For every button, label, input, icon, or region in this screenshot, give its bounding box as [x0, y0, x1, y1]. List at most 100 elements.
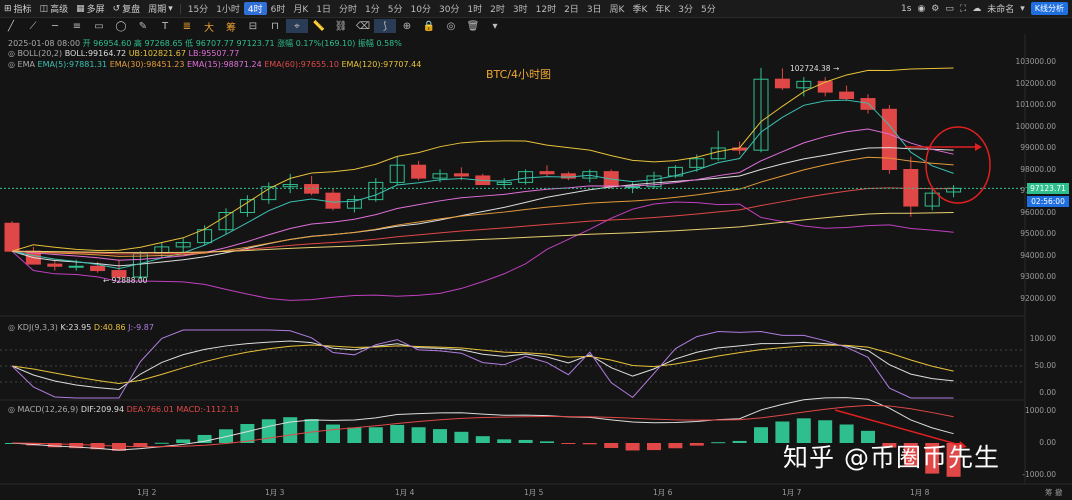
interval-9[interactable]: 10分 — [410, 5, 431, 15]
cursor-icon[interactable]: ⌖ — [286, 19, 308, 33]
settings-icon[interactable]: ⚙ — [931, 3, 940, 14]
interval-11[interactable]: 1时 — [467, 5, 483, 15]
boll-lower-band — [11, 201, 954, 301]
interval-6[interactable]: 分时 — [339, 5, 358, 15]
interval-8[interactable]: 5分 — [387, 5, 403, 15]
kdj-j-line — [11, 329, 954, 399]
eye-icon[interactable]: ◎ — [8, 323, 15, 332]
macd-histogram-bar — [775, 421, 790, 443]
fib-tool-icon[interactable]: ≣ — [182, 20, 192, 32]
advanced-icon: ◫ — [39, 3, 49, 14]
macd-tick: -1000.00 — [1022, 470, 1056, 479]
interval-16[interactable]: 3日 — [586, 5, 602, 15]
horizontal-line-icon[interactable]: ─ — [51, 20, 59, 32]
indicators-label: 指标 — [13, 5, 32, 15]
bar-close: 97123.71 — [236, 39, 275, 48]
multi-screen-button[interactable]: ▦ 多屏 — [72, 2, 109, 16]
interval-15[interactable]: 2日 — [564, 5, 579, 15]
ruler-icon[interactable]: 📏 — [312, 20, 326, 32]
interval-7[interactable]: 1分 — [365, 5, 380, 15]
period-button[interactable]: 周期 ▾ — [144, 2, 177, 16]
macd-tick: 0.00 — [1039, 438, 1056, 447]
macd-hist: MACD:-1112.13 — [176, 405, 240, 414]
magnet-icon[interactable]: ⊓ — [271, 20, 279, 32]
candle-body — [924, 192, 940, 207]
macd-histogram-bar — [903, 443, 918, 466]
candle-body — [582, 171, 598, 179]
macd-histogram-bar — [689, 443, 704, 446]
interval-21[interactable]: 5分 — [701, 5, 716, 15]
account-select[interactable]: 未命名 — [987, 5, 1015, 15]
replay-button[interactable]: ↺ 复盘 — [109, 2, 145, 16]
candle-body — [689, 158, 705, 168]
zoom-in-icon[interactable]: ⊕ — [402, 20, 412, 32]
time-tick: 1月 5 — [524, 488, 544, 497]
eye-icon[interactable]: ◎ — [446, 20, 456, 32]
interval-14[interactable]: 12时 — [535, 5, 557, 15]
macd-name: MACD(12,26,9) — [17, 405, 79, 414]
interval-12[interactable]: 2时 — [490, 5, 505, 15]
macd-histogram-bar — [326, 424, 340, 443]
text-tool-icon[interactable]: T — [161, 20, 169, 32]
zoom-label[interactable]: 1s — [901, 3, 912, 14]
link-icon[interactable]: ⛓ — [334, 20, 348, 32]
macd-histogram-bar — [925, 443, 940, 474]
drawing-mode-icon[interactable]: ⟆ — [374, 19, 396, 33]
eye-icon[interactable]: ◎ — [8, 49, 15, 58]
lock-icon[interactable]: 🔒 — [422, 20, 436, 32]
interval-2[interactable]: 4时 — [243, 2, 267, 15]
ema60-line — [11, 187, 954, 255]
interval-10[interactable]: 30分 — [438, 5, 460, 15]
interval-5[interactable]: 1日 — [316, 5, 332, 15]
eraser-icon[interactable]: ⌫ — [355, 20, 371, 32]
macd-histogram-bar — [518, 439, 533, 443]
indicators-button[interactable]: ⊞ 指标 — [0, 2, 36, 16]
axis-corner[interactable]: 筹 撤 — [1045, 488, 1063, 497]
ema15-line — [11, 128, 954, 261]
ema-name: EMA — [17, 60, 35, 69]
macd-histogram-bar — [90, 443, 105, 450]
layout-icon[interactable]: ▭ — [945, 3, 954, 14]
low-annotation: ← 92888.00 — [103, 276, 148, 285]
pen-tool-icon[interactable]: ✎ — [138, 20, 148, 32]
interval-20[interactable]: 3分 — [678, 5, 693, 15]
eye-icon[interactable]: ◎ — [8, 60, 15, 69]
bar-low: 低 96707.77 — [185, 39, 234, 48]
more-icon[interactable]: ▾ — [492, 20, 498, 32]
kline-analysis-button[interactable]: K线分析 — [1030, 2, 1068, 15]
macd-tick: 1000.00 — [1024, 406, 1056, 415]
kdj-k-line — [11, 340, 954, 390]
candle-body — [47, 263, 63, 267]
fullscreen-icon[interactable]: ⛶ — [959, 3, 967, 14]
interval-19[interactable]: 年K — [655, 5, 671, 15]
macd-histogram-bar — [47, 443, 62, 448]
interval-18[interactable]: 季K — [632, 5, 648, 15]
channel-tool-icon[interactable]: ≡ — [72, 20, 82, 32]
interval-4[interactable]: 月K — [293, 5, 309, 15]
gann-tool-icon[interactable]: 大 — [204, 22, 214, 34]
macd-histogram-bar — [133, 443, 148, 447]
cloud-icon[interactable]: ☁ — [972, 3, 982, 14]
line-tool-icon[interactable]: ╱ — [7, 20, 15, 32]
boll-upper-band — [11, 67, 954, 252]
replay-label: 复盘 — [122, 5, 141, 15]
kdj-j: J:-9.87 — [128, 323, 154, 332]
interval-0[interactable]: 15分 — [187, 5, 209, 15]
eye-icon[interactable]: ◎ — [8, 405, 15, 414]
advanced-button[interactable]: ◫ 高级 — [36, 2, 73, 16]
interval-13[interactable]: 3时 — [512, 5, 528, 15]
interval-17[interactable]: 周K — [609, 5, 625, 15]
interval-3[interactable]: 6时 — [270, 5, 286, 15]
macd-histogram-bar — [818, 420, 833, 443]
period-label: 周期 — [148, 5, 167, 15]
ray-tool-icon[interactable]: ⟋ — [29, 20, 37, 32]
trash-icon[interactable]: 🗑 — [466, 20, 480, 32]
rectangle-tool-icon[interactable]: ▭ — [94, 20, 104, 32]
interval-1[interactable]: 1小时 — [216, 5, 240, 15]
measure-tool-icon[interactable]: ⊟ — [248, 20, 258, 32]
pattern-tool-icon[interactable]: 筹 — [226, 22, 236, 34]
kdj-d: D:40.86 — [93, 323, 126, 332]
camera-icon[interactable]: ◉ — [917, 3, 926, 14]
circle-tool-icon[interactable]: ◯ — [115, 20, 127, 32]
